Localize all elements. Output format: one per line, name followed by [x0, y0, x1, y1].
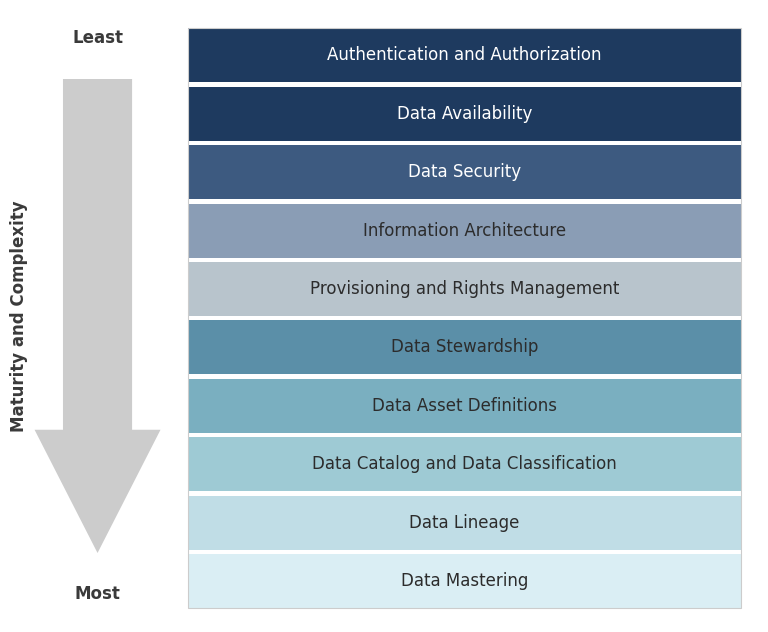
Bar [188, 554, 741, 608]
Text: Data Mastering: Data Mastering [401, 572, 528, 590]
Text: Data Lineage: Data Lineage [409, 514, 520, 532]
Text: Data Asset Definitions: Data Asset Definitions [372, 397, 557, 415]
Text: Data Catalog and Data Classification: Data Catalog and Data Classification [313, 455, 617, 473]
Bar [188, 495, 741, 550]
Text: Data Security: Data Security [408, 163, 521, 181]
Text: Data Availability: Data Availability [397, 105, 532, 123]
Bar [188, 141, 741, 145]
Bar [188, 87, 741, 141]
Text: Maturity and Complexity: Maturity and Complexity [10, 200, 28, 432]
Bar [188, 374, 741, 379]
Bar [188, 82, 741, 87]
Bar [188, 437, 741, 491]
Text: Authentication and Authorization: Authentication and Authorization [327, 46, 602, 64]
Bar [188, 262, 741, 316]
Bar [188, 28, 741, 82]
Bar [188, 379, 741, 433]
Polygon shape [35, 79, 161, 553]
Bar [188, 204, 741, 258]
Text: Data Stewardship: Data Stewardship [391, 338, 538, 356]
Bar [188, 491, 741, 495]
Bar [188, 433, 741, 437]
Text: Least: Least [72, 30, 123, 47]
Bar [188, 316, 741, 320]
Bar [188, 258, 741, 262]
Bar [188, 28, 741, 608]
Bar [188, 145, 741, 199]
Bar [188, 199, 741, 204]
Text: Provisioning and Rights Management: Provisioning and Rights Management [310, 280, 619, 298]
Text: Most: Most [74, 585, 121, 602]
Text: Information Architecture: Information Architecture [363, 222, 566, 240]
Bar [188, 320, 741, 374]
Bar [188, 550, 741, 554]
